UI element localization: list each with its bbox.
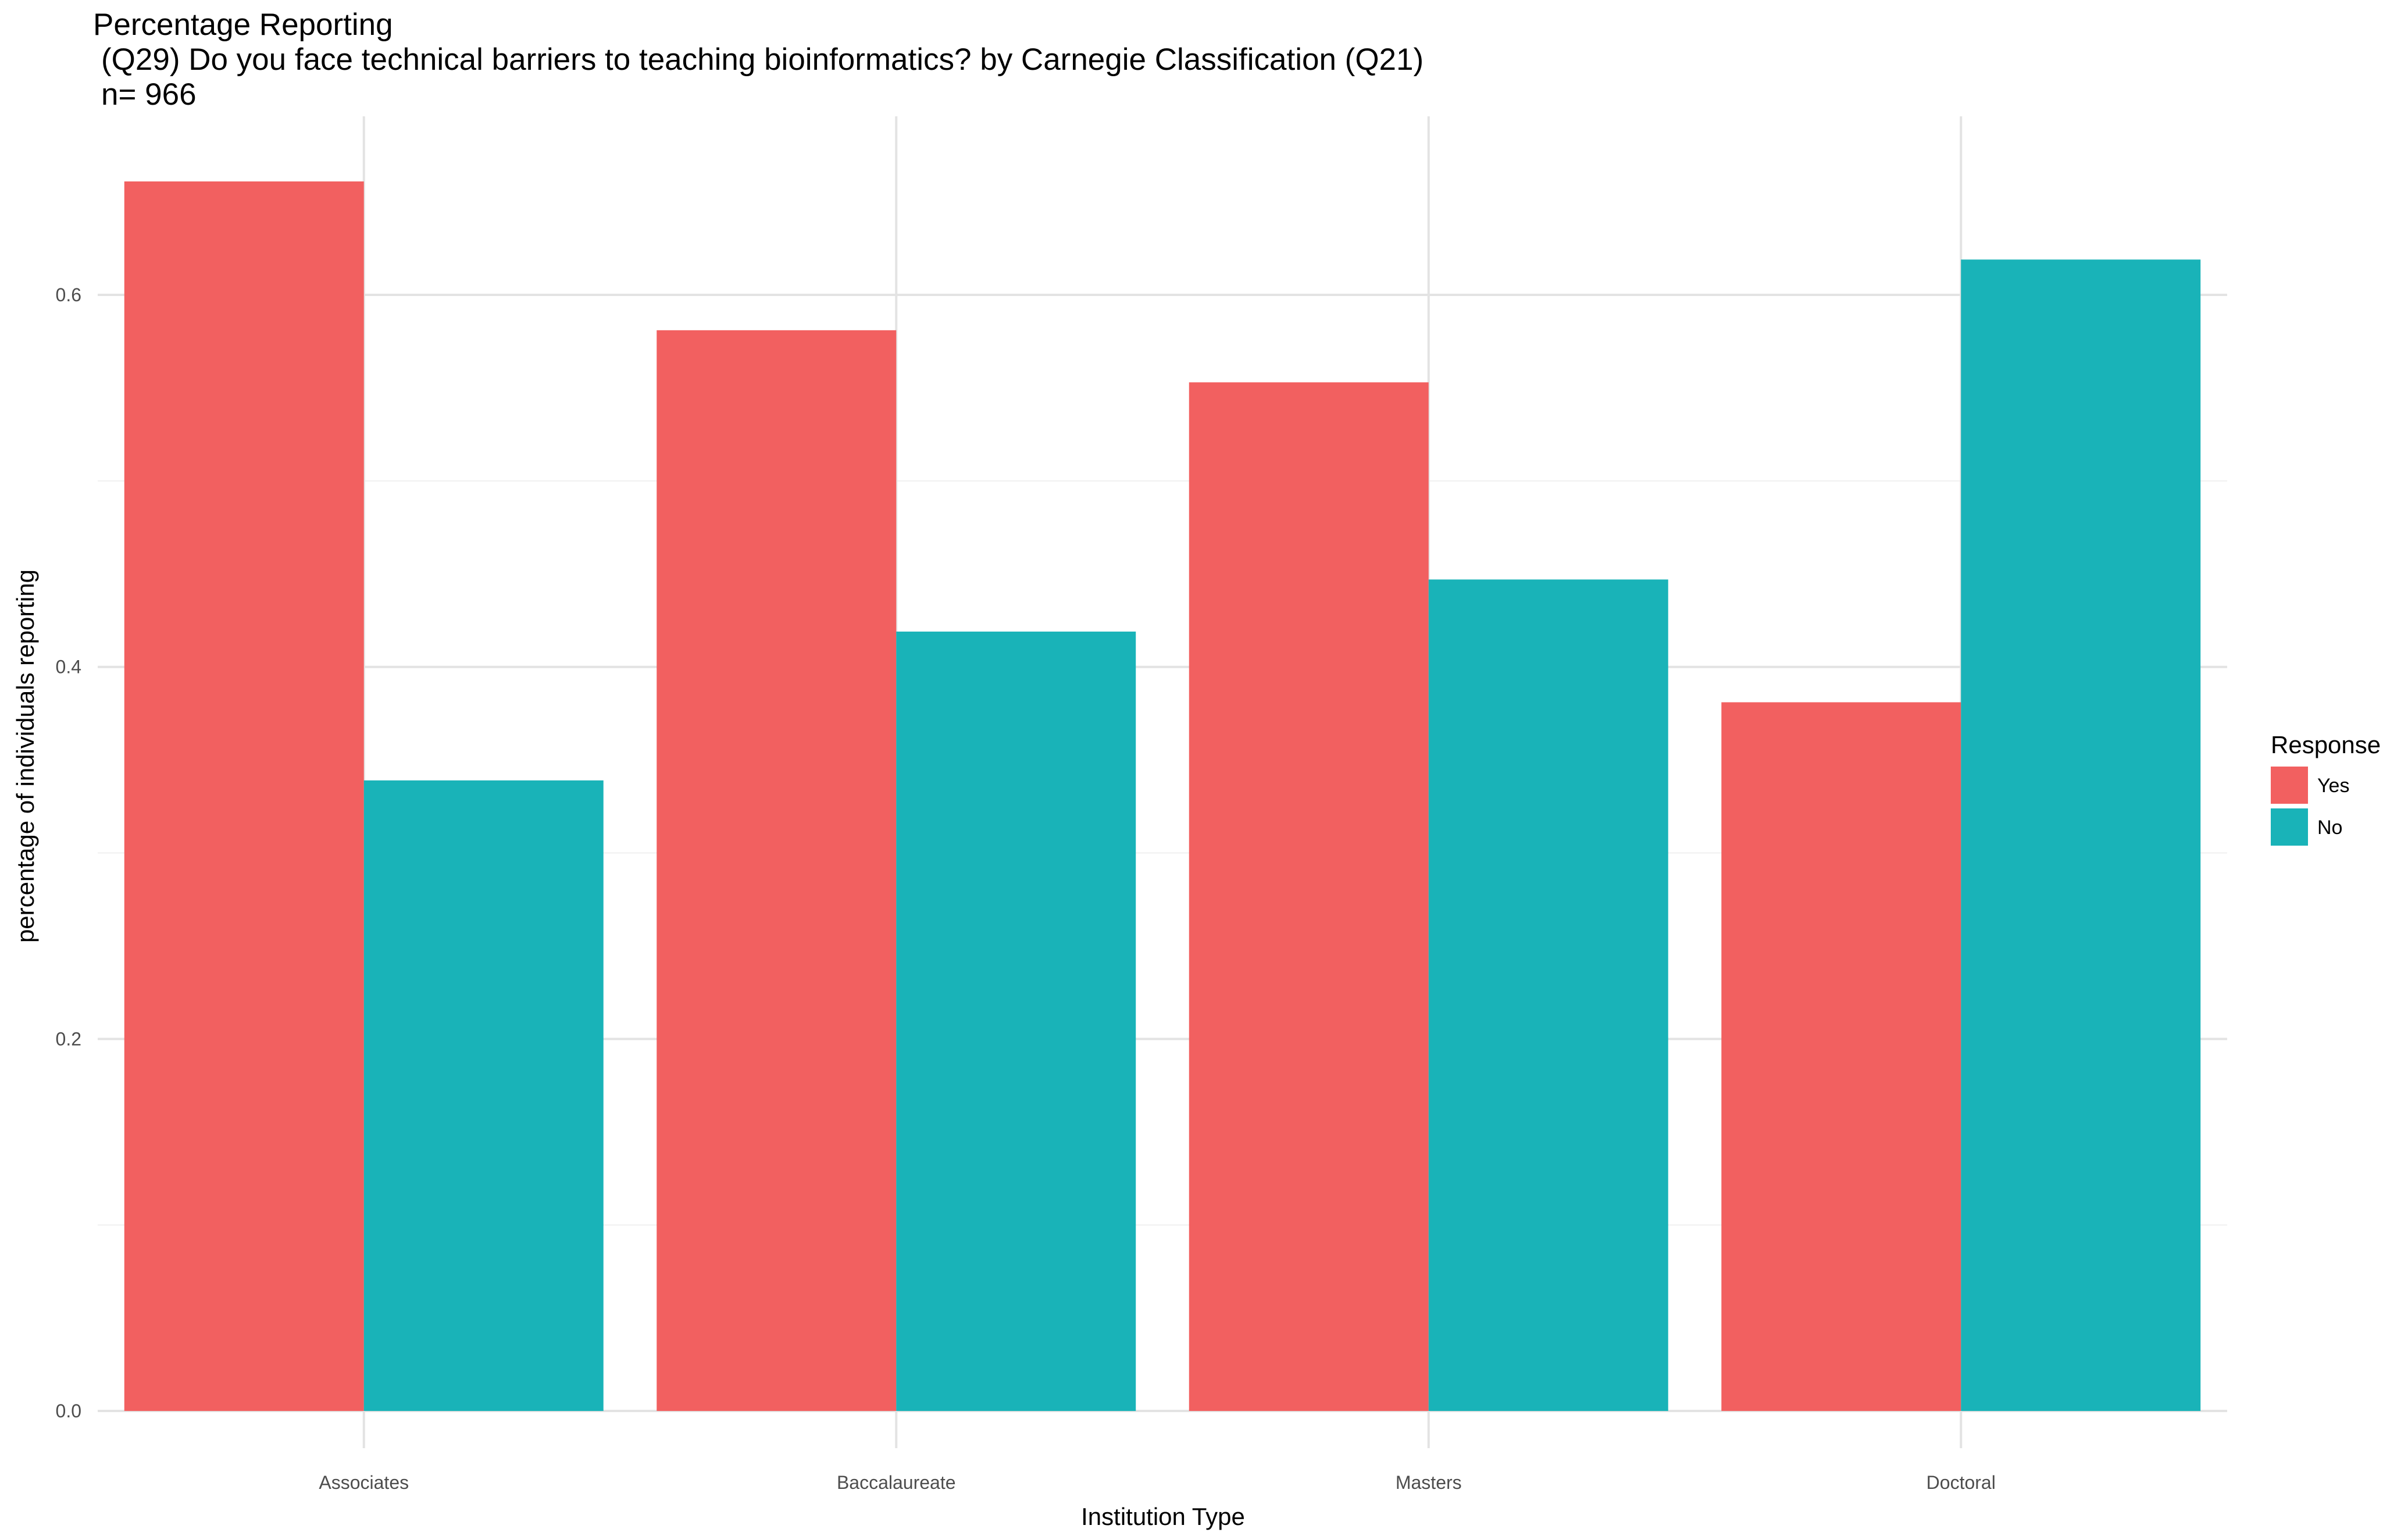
y-tick-label: 0.6 bbox=[56, 284, 81, 305]
legend-label-no: No bbox=[2317, 817, 2342, 839]
bar-yes-doctoral bbox=[1721, 702, 1961, 1412]
x-axis-ticks: Associates Baccalaureate Masters Doctoral bbox=[319, 1472, 1995, 1493]
legend-key-no bbox=[2271, 808, 2308, 846]
bars bbox=[124, 181, 2201, 1412]
x-tick-label: Doctoral bbox=[1927, 1472, 1996, 1493]
legend-label-yes: Yes bbox=[2317, 775, 2349, 797]
y-tick-label: 0.2 bbox=[56, 1028, 81, 1049]
bar-yes-baccalaureate bbox=[657, 330, 897, 1412]
x-tick-label: Associates bbox=[319, 1472, 409, 1493]
legend-key-yes bbox=[2271, 767, 2308, 804]
bar-no-baccalaureate bbox=[896, 631, 1136, 1412]
x-tick-label: Masters bbox=[1396, 1472, 1462, 1493]
legend: Response Yes No bbox=[2271, 731, 2381, 846]
bar-yes-masters bbox=[1189, 382, 1429, 1412]
bar-no-doctoral bbox=[1961, 259, 2201, 1412]
y-tick-label: 0.0 bbox=[56, 1400, 81, 1421]
bar-no-masters bbox=[1428, 579, 1668, 1412]
legend-items: Yes No bbox=[2271, 767, 2349, 846]
y-tick-label: 0.4 bbox=[56, 657, 81, 678]
x-tick-label: Baccalaureate bbox=[837, 1472, 956, 1493]
chart-subtitle: (Q29) Do you face technical barriers to … bbox=[101, 42, 1424, 77]
bar-yes-associates bbox=[124, 181, 364, 1412]
y-axis-ticks: 0.0 0.2 0.4 0.6 bbox=[56, 284, 81, 1421]
sample-size-note: n= 966 bbox=[101, 77, 197, 112]
y-axis-title: percentage of individuals reporting bbox=[12, 569, 39, 943]
x-axis-title: Institution Type bbox=[1081, 1503, 1245, 1530]
legend-title: Response bbox=[2271, 731, 2381, 758]
chart-title: Percentage Reporting bbox=[93, 8, 393, 42]
bar-no-associates bbox=[363, 780, 604, 1412]
